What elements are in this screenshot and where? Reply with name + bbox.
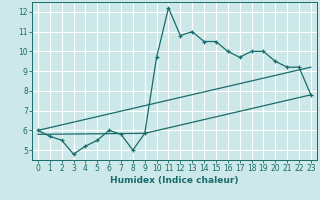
X-axis label: Humidex (Indice chaleur): Humidex (Indice chaleur) <box>110 176 239 185</box>
